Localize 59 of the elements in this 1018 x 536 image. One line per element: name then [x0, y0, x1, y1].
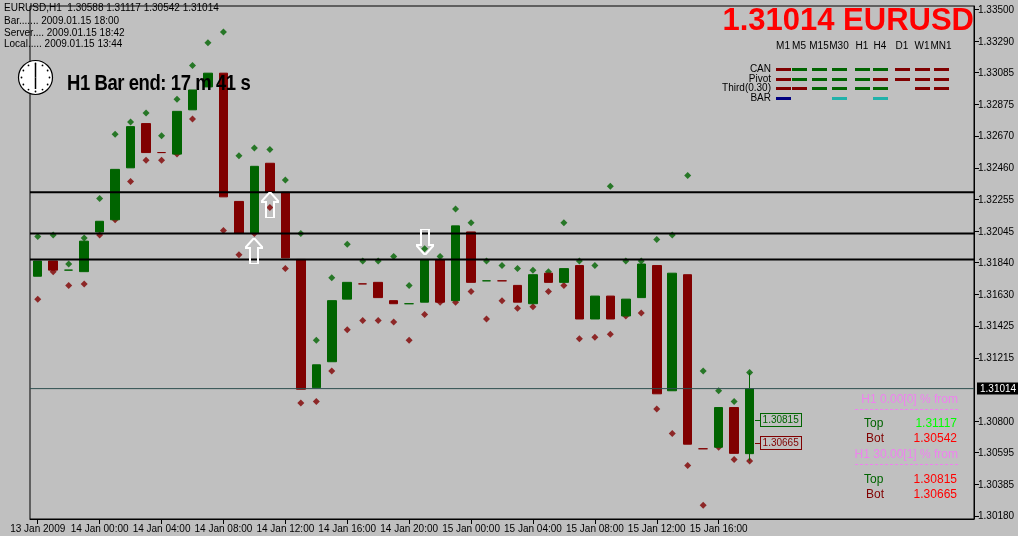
y-tick-label: 1.30800	[978, 415, 1015, 427]
annotation: MN1	[930, 40, 952, 51]
x-tick-label: 15 Jan 16:00	[689, 522, 749, 534]
y-tick-label: 1.31840	[978, 257, 1015, 268]
annotation: Third(0.30)	[722, 82, 771, 93]
annotation: H1 0.00[0] % from	[861, 392, 958, 407]
annotation: Pivot	[748, 73, 771, 84]
ref-line-label: 1.31014	[980, 383, 1017, 395]
y-tick-label: 1.32875	[978, 98, 1015, 110]
annotation: Bot	[866, 487, 885, 502]
annotation: BAR	[750, 92, 771, 103]
annotation: 1.30542	[913, 431, 957, 446]
x-tick-label: 15 Jan 04:00	[504, 522, 563, 534]
chart-title: EURUSD,H1 1.30588 1.31117 1.30542 1.31014	[4, 2, 219, 13]
annotation: Bot	[866, 431, 885, 446]
annotation: H1	[855, 40, 869, 51]
y-tick-label: 1.33500	[978, 3, 1015, 15]
y-tick-label: 1.32255	[978, 193, 1015, 205]
y-tick-label: 1.31630	[978, 289, 1015, 301]
y-tick-label: 1.32460	[978, 162, 1015, 174]
annotation: Top	[864, 416, 884, 431]
annotation: Local..... 2009.01.15 13:44	[4, 38, 123, 49]
annotation: M15	[809, 40, 829, 51]
annotation: M5	[792, 40, 806, 51]
x-tick-label: 15 Jan 12:00	[627, 522, 687, 534]
annotation: Server.... 2009.01.15 18:42	[4, 26, 125, 38]
annotation: 1.30665	[913, 487, 957, 502]
x-tick-label: 14 Jan 00:00	[70, 522, 129, 534]
x-tick-label: 15 Jan 08:00	[565, 522, 625, 534]
x-tick-label: 14 Jan 20:00	[380, 522, 439, 534]
annotation: Top	[864, 472, 884, 487]
y-tick-label: 1.31425	[978, 320, 1015, 332]
y-tick-label: 1.30180	[978, 510, 1015, 522]
y-tick-label: 1.33085	[978, 66, 1015, 78]
x-tick-label: 15 Jan 00:00	[442, 522, 501, 534]
x-tick-label: 14 Jan 04:00	[132, 522, 191, 534]
annotation: CAN	[749, 63, 771, 74]
annotation: Bar....... 2009.01.15 18:00	[4, 15, 120, 26]
annotation: D1	[895, 40, 909, 51]
y-tick-label: 1.30385	[978, 479, 1015, 491]
y-tick-label: 1.31215	[978, 352, 1015, 364]
annotation: 1.31014 EURUSD	[722, 2, 974, 38]
y-tick-label: 1.32045	[978, 225, 1015, 237]
annotation: 1.31117	[915, 416, 957, 431]
x-tick-label: 14 Jan 16:00	[318, 522, 377, 534]
x-tick-label: 14 Jan 08:00	[194, 522, 253, 534]
annotation: M1	[776, 40, 790, 51]
annotation: M30	[829, 40, 849, 51]
annotation: H1 30.00[1] % from	[854, 447, 958, 462]
annotation: 1.30815	[913, 472, 957, 487]
annotation: W1	[914, 40, 930, 51]
y-tick-label: 1.30595	[978, 447, 1015, 459]
y-tick-label: 1.33290	[978, 35, 1015, 47]
x-tick-label: 14 Jan 12:00	[256, 522, 315, 534]
x-tick-label: 13 Jan 2009	[10, 522, 66, 534]
y-tick-label: 1.32670	[978, 130, 1015, 142]
annotation: H4	[873, 40, 887, 51]
annotation: 1.30665	[759, 436, 802, 450]
annotation: 1.30815	[759, 413, 802, 427]
